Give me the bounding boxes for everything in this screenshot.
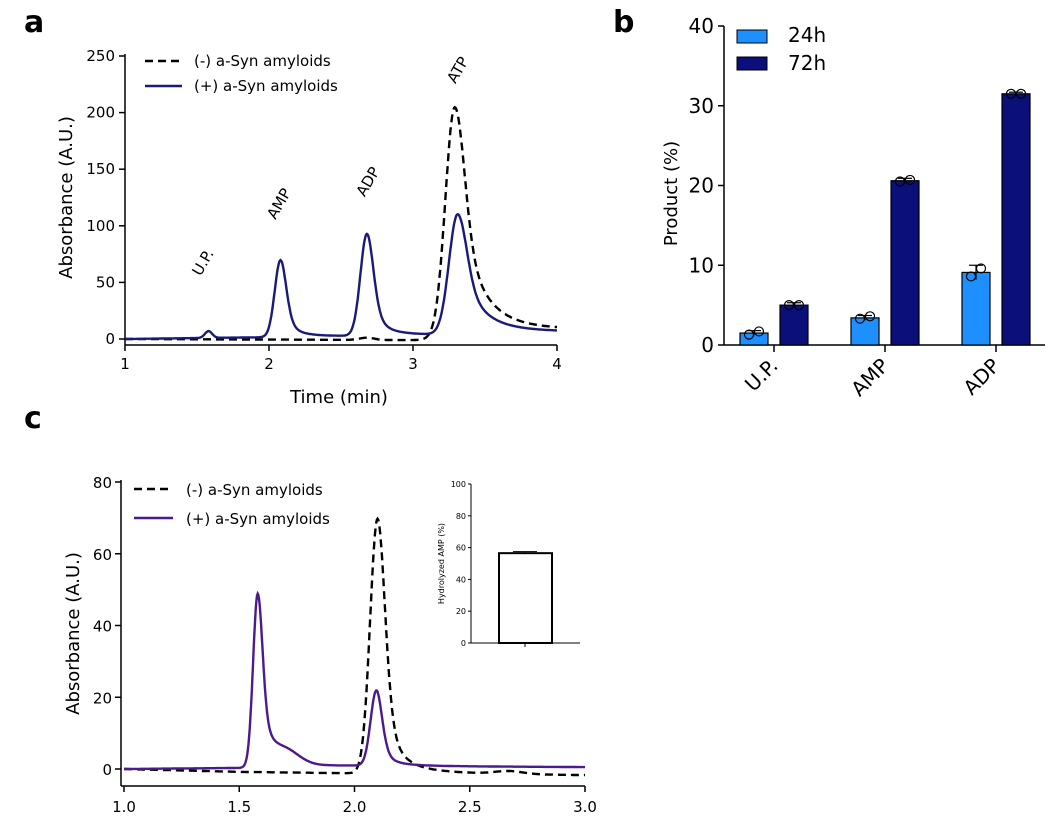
series-line-plus (125, 213, 557, 341)
legend-label-plus: (+) a-Syn amyloids (194, 77, 338, 95)
series-line-minus (125, 105, 558, 342)
y-axis-label: Absorbance (A.U.) (56, 116, 77, 279)
bar-72h-ADP (1001, 93, 1031, 346)
data-point (965, 271, 977, 282)
panel-c: c 0 20 40 60 80 1.0 1.5 2.0 2.5 3.0 Absorbance (A.U… (24, 401, 597, 816)
bar-24h-ADP (961, 271, 991, 346)
y-tick-label: 60 (93, 546, 112, 564)
data-point (904, 174, 916, 186)
data-point (743, 329, 755, 340)
inset-y-tick-label: 80 (456, 512, 466, 521)
y-tick-label: 200 (86, 104, 115, 122)
y-tick-label: 0 (701, 333, 714, 357)
x-tick-label: 2 (264, 355, 274, 373)
x-tick-label: 1 (120, 355, 130, 373)
data-point (894, 176, 906, 187)
data-point (864, 311, 876, 322)
panel-label-c: c (24, 401, 42, 436)
y-tick-label: 50 (96, 273, 115, 291)
panel-a: a 0 50 100 150 200 250 1 2 3 4 Time (min) Absorbance… (24, 5, 562, 408)
x-tick-label: 2.0 (343, 798, 367, 816)
y-tick-label: 40 (93, 618, 112, 636)
bar-72h-U.P. (779, 304, 809, 346)
inset-y-tick-label: 40 (456, 575, 466, 584)
x-tick-label: 4 (552, 355, 562, 373)
y-tick-label: 40 (689, 14, 714, 38)
x-tick-label: 3.0 (573, 798, 597, 816)
series-line-minus (124, 516, 585, 777)
peak-label: U.P. (188, 246, 217, 279)
legend-label-minus: (-) a-Syn amyloids (186, 481, 323, 499)
bar-72h-AMP (890, 180, 920, 346)
legend-label-minus: (-) a-Syn amyloids (194, 52, 331, 70)
panel-b: b 0 10 20 30 40 Product (%) U.P. AMP ADP 24h 72h (613, 5, 1045, 401)
data-point (854, 313, 866, 324)
y-axis-label: Absorbance (A.U.) (63, 552, 84, 715)
x-tick-label: 1.0 (112, 798, 136, 816)
y-tick-label: 10 (689, 253, 714, 277)
y-tick-label: 20 (689, 174, 714, 198)
data-point (793, 300, 805, 311)
y-tick-label: 80 (93, 474, 112, 492)
data-point (1005, 88, 1017, 99)
x-tick-label: 3 (408, 355, 418, 373)
x-tick-label: 2.5 (458, 798, 482, 816)
y-tick-label: 20 (93, 689, 112, 707)
x-tick-label: 1.5 (227, 798, 251, 816)
legend-label-plus: (+) a-Syn amyloids (186, 510, 330, 528)
inset-y-tick-label: 60 (456, 544, 466, 553)
y-tick-label: 30 (689, 94, 714, 118)
data-point (1015, 88, 1027, 99)
y-tick-label: 0 (105, 330, 115, 348)
legend-swatch-24h (736, 29, 768, 44)
x-category-label: ADP (958, 354, 1004, 400)
panel-label-a: a (24, 5, 44, 40)
data-point (783, 300, 795, 311)
panel-label-b: b (613, 5, 634, 40)
y-tick-label: 0 (102, 761, 112, 779)
x-axis-label: Time (min) (289, 387, 388, 408)
inset-y-tick-label: 0 (461, 639, 466, 648)
bar-24h-AMP (850, 317, 880, 346)
data-point (975, 263, 987, 274)
inset-y-axis-label: Hydrolyzed AMP (%) (437, 523, 446, 604)
peak-label: AMP (263, 185, 295, 222)
data-point (753, 326, 765, 337)
y-tick-label: 150 (86, 160, 115, 178)
y-axis-label: Product (%) (661, 141, 682, 246)
peak-label: ATP (443, 54, 472, 87)
y-tick-label: 100 (86, 217, 115, 235)
inset-bar (498, 552, 553, 644)
x-category-label: AMP (846, 354, 893, 401)
inset-y-tick-label: 100 (451, 480, 466, 489)
legend-label-24h: 24h (788, 23, 826, 47)
inset-y-tick-label: 20 (456, 607, 466, 616)
inset-chart: 0 20 40 60 80 100 Hydrolyzed AMP (%) (437, 480, 580, 648)
series-line-plus (124, 590, 585, 771)
y-tick-label: 250 (86, 47, 115, 65)
x-category-label: U.P. (740, 354, 783, 397)
legend-label-72h: 72h (788, 51, 826, 75)
peak-label: ADP (353, 164, 384, 200)
legend-swatch-72h (736, 56, 768, 71)
